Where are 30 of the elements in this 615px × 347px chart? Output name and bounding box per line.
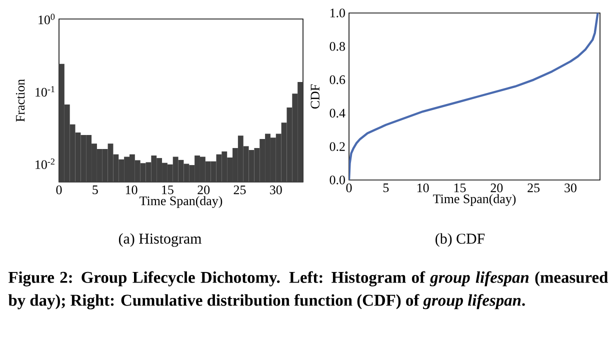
x-tick-label: 10 [417, 184, 429, 192]
x-tick-label: 25 [528, 184, 540, 192]
x-axis-title: Time Span(day) [433, 194, 516, 206]
x-tick-label: 20 [490, 184, 503, 192]
y-tick-label: 10$^{-2}$ [36, 158, 54, 170]
y-tick-label: 0.2 [330, 142, 345, 151]
y-tick-label: 10$^{0}$ [38, 14, 55, 24]
x-tick-label: 30 [564, 184, 576, 192]
y-axis-title: CDF [310, 84, 320, 109]
x-axis-title: Time Span(day) [140, 196, 222, 208]
y-tick-label: 0.6 [330, 75, 346, 84]
x-tick-label: 10 [126, 186, 138, 194]
text: (a) Histogram [118, 233, 202, 247]
x-tick-label: 25 [234, 186, 246, 194]
y-tick-label: 0.8 [330, 42, 345, 51]
x-tick-label: 15 [454, 184, 466, 192]
x-tick-label: 20 [198, 186, 210, 194]
text: (b) CDF [436, 233, 485, 247]
x-tick-label: 0 [346, 184, 352, 192]
x-tick-label: 15 [162, 186, 174, 194]
y-tick-label: 0.4 [330, 108, 346, 118]
x-tick-label: 5 [92, 186, 98, 194]
y-tick-label: 0.0 [330, 176, 345, 184]
y-tick-label: 10$^{-1}$ [36, 86, 54, 97]
x-tick-label: 0 [56, 186, 62, 194]
text: Figure 2: Group Lifecycle Dichotomy. Left: Histogram of group lifespan (measured by day); Right: Cumulative distribution function (CDF) of group lifespan. [8, 271, 608, 310]
y-axis-title: Fraction [16, 79, 25, 122]
x-tick-label: 30 [270, 186, 282, 194]
y-tick-label: 1.0 [330, 8, 345, 18]
x-tick-label: 5 [383, 184, 389, 192]
